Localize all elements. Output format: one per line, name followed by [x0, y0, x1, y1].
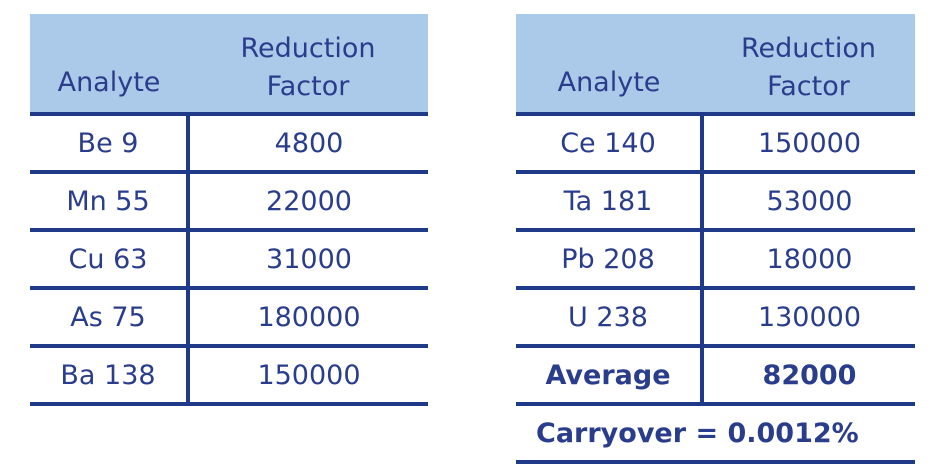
analyte-cell: As 75 [30, 288, 190, 348]
analyte-cell: Mn 55 [30, 172, 190, 232]
factor-cell: 150000 [188, 346, 428, 406]
average-row: Average 82000 [516, 346, 915, 406]
table-row: As 75 180000 [30, 288, 428, 348]
factor-cell: 150000 [702, 114, 915, 174]
reduction-factor-header: Reduction Factor [188, 14, 428, 116]
header-line-2: Factor [266, 71, 350, 102]
table-row: Ta 181 53000 [516, 172, 915, 232]
header-line-2: Factor [767, 71, 850, 102]
carryover-text: Carryover = 0.0012% [516, 404, 915, 464]
reduction-factor-header: Reduction Factor [702, 14, 915, 116]
analyte-cell: Be 9 [30, 114, 190, 174]
header-row: Analyte Reduction Factor [30, 14, 428, 116]
carryover-row: Carryover = 0.0012% [516, 404, 915, 464]
left-reduction-table: Analyte Reduction Factor Be 9 4800 Mn 55 22… [30, 14, 428, 406]
factor-cell: 4800 [188, 114, 428, 174]
analyte-cell: Ta 181 [516, 172, 704, 232]
header-line-1: Reduction [240, 33, 376, 64]
factor-cell: 180000 [188, 288, 428, 348]
table-row: Ba 138 150000 [30, 346, 428, 406]
table-row: Cu 63 31000 [30, 230, 428, 290]
analyte-cell: Pb 208 [516, 230, 704, 290]
factor-cell: 130000 [702, 288, 915, 348]
factor-cell: 31000 [188, 230, 428, 290]
analyte-cell: Cu 63 [30, 230, 190, 290]
analyte-cell: Ba 138 [30, 346, 190, 406]
analyte-header: Analyte [516, 14, 702, 116]
table-row: Be 9 4800 [30, 114, 428, 174]
table-row: Mn 55 22000 [30, 172, 428, 232]
analyte-header: Analyte [30, 14, 188, 116]
factor-cell: 53000 [702, 172, 915, 232]
header-row: Analyte Reduction Factor [516, 14, 915, 116]
table-row: Pb 208 18000 [516, 230, 915, 290]
average-label: Average [516, 346, 704, 406]
analyte-cell: U 238 [516, 288, 704, 348]
factor-cell: 18000 [702, 230, 915, 290]
factor-cell: 22000 [188, 172, 428, 232]
average-value: 82000 [702, 346, 915, 406]
right-reduction-table: Analyte Reduction Factor Ce 140 150000 Ta … [516, 14, 915, 464]
table-row: U 238 130000 [516, 288, 915, 348]
analyte-cell: Ce 140 [516, 114, 704, 174]
table-row: Ce 140 150000 [516, 114, 915, 174]
header-line-1: Reduction [741, 33, 876, 64]
